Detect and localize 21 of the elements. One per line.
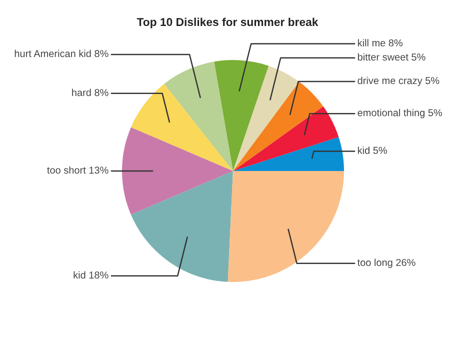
pie-slice	[233, 66, 300, 171]
slice-label: too long 26%	[357, 258, 416, 268]
pie-slice	[122, 127, 233, 215]
slice-label: emotional thing 5%	[358, 108, 442, 118]
slice-label: kill me 8%	[358, 39, 403, 46]
pie-slice	[164, 62, 233, 171]
slice-label: hard 8%	[72, 88, 108, 96]
slice-label: hurt American kid 8%	[14, 50, 108, 58]
slice-label: kid 5%	[358, 146, 387, 154]
chart-title: Top 10 Dislikes for summer break	[136, 18, 318, 28]
slice-label: too short 13%	[47, 166, 108, 174]
pie-slice	[233, 137, 344, 171]
pie-slice	[214, 60, 269, 171]
slice-label: bitter sweet 5%	[358, 53, 426, 61]
pie-slice	[130, 171, 233, 282]
pie-slice	[130, 84, 233, 171]
slice-label: drive me crazy 5%	[358, 76, 440, 86]
slice-label: kid 18%	[74, 271, 108, 279]
pie-slice	[233, 82, 324, 171]
pie-slice	[228, 171, 344, 282]
pie-slice	[233, 106, 339, 171]
